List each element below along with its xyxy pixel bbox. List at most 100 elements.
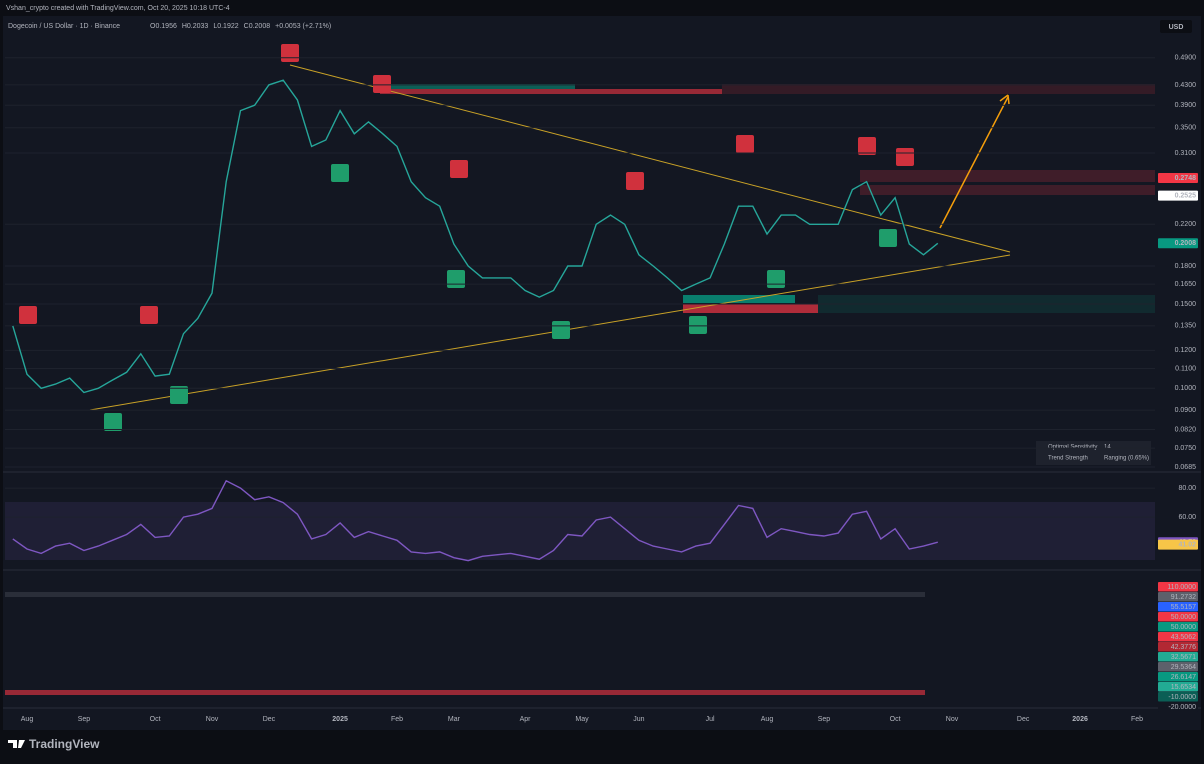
- x-tick-label: Jun: [633, 716, 644, 723]
- logo-mark: [8, 740, 25, 748]
- osc-badge-label: 26.6147: [1171, 674, 1196, 681]
- price-badge: [1158, 173, 1198, 184]
- zone: [380, 89, 722, 94]
- indicator-table: [1036, 441, 1151, 465]
- y-tick-label: 0.1500: [1175, 301, 1197, 308]
- sell-signals: [19, 44, 914, 324]
- osc-badge-label: 43.5062: [1171, 634, 1196, 641]
- y-tick-label: 0.2200: [1175, 221, 1197, 228]
- zone: [380, 84, 575, 89]
- x-tick-label: 2025: [332, 716, 348, 723]
- ohlc-value: O0.1956: [150, 23, 177, 30]
- x-tick-label: Mar: [448, 716, 461, 723]
- y-tick-label: 0.1650: [1175, 281, 1197, 288]
- price-badge: [1158, 539, 1198, 550]
- y-tick-label: 0.1800: [1175, 263, 1197, 270]
- y-tick-label: 0.1350: [1175, 323, 1197, 330]
- x-tick-label: Feb: [391, 716, 403, 723]
- x-tick-label: Aug: [761, 716, 774, 723]
- arrow-head: [999, 94, 1010, 105]
- osc-badge: [1158, 682, 1198, 692]
- osc-badge: [1158, 632, 1198, 642]
- zone: [860, 185, 1155, 195]
- osc-strip: [5, 690, 925, 695]
- y-tick-label: 0.4300: [1175, 82, 1197, 89]
- arrow: [939, 96, 1009, 229]
- table-cell: Optimal Sensitivity: [1048, 445, 1097, 451]
- osc-badge: [1158, 672, 1198, 682]
- ohlc-value: H0.2033: [182, 23, 209, 30]
- y-tick-label: 0.0820: [1175, 426, 1197, 433]
- price-badge: [1158, 238, 1198, 249]
- osc-badge-label: 50.0000: [1171, 614, 1196, 621]
- x-tick-label: Sep: [78, 716, 91, 723]
- price-badge-label: 0.2748: [1175, 175, 1197, 182]
- osc-badge: [1158, 692, 1198, 702]
- x-tick-label: May: [575, 716, 589, 723]
- y-tick-label: 0.0750: [1175, 445, 1197, 452]
- osc-badge-label: 29.5364: [1171, 664, 1196, 671]
- table-cell: Trend Strength: [1048, 456, 1088, 462]
- chart-area: [3, 16, 1201, 730]
- zone: [860, 170, 1155, 182]
- osc-strip: [5, 592, 925, 597]
- ohlc-value: +0.0053 (+2.71%): [275, 23, 331, 30]
- x-tick-label: Jul: [706, 716, 715, 723]
- y-tick-label: 0.1100: [1175, 365, 1196, 372]
- y-tick-label: 0.0900: [1175, 407, 1197, 414]
- osc-badge-label: -10.0000: [1168, 694, 1196, 701]
- trend-line: [289, 64, 1011, 253]
- zone: [722, 84, 1155, 94]
- ohlc-value: C0.2008: [244, 23, 271, 30]
- osc-badge-label: 50.0000: [1171, 624, 1196, 631]
- symbol: Dogecoin / US Dollar · 1D · Binance: [8, 23, 120, 30]
- osc-badge: [1158, 702, 1198, 712]
- x-tick-label: Oct: [890, 716, 901, 723]
- osc-badge: [1158, 602, 1198, 612]
- osc-badge: [1158, 582, 1198, 592]
- price-badge-label: 41.02: [1178, 541, 1196, 548]
- x-tick-label: Feb: [1131, 716, 1143, 723]
- y-tick-label: 80.00: [1178, 485, 1196, 492]
- series-line: [12, 79, 939, 394]
- x-tick-label: Oct: [150, 716, 161, 723]
- zone: [683, 304, 818, 313]
- x-tick-label: Aug: [21, 716, 34, 723]
- y-tick-label: 0.3900: [1175, 102, 1197, 109]
- x-tick-label: Dec: [263, 716, 276, 723]
- symbol-line: Dogecoin / US Dollar · 1D · Binance: [8, 23, 120, 30]
- x-tick-label: Dec: [1017, 716, 1030, 723]
- x-tick-label: Nov: [206, 716, 219, 723]
- ohlc-value: L0.1922: [213, 23, 238, 30]
- osc-badge-label: 15.6534: [1171, 684, 1196, 691]
- y-tick-label: 60.00: [1178, 514, 1196, 521]
- y-tick-label: 0.4900: [1175, 55, 1197, 62]
- table-cell: Ranging (0.65%): [1104, 456, 1149, 462]
- price-badge: [1158, 190, 1198, 201]
- y-tick-label: 0.0685: [1175, 464, 1197, 471]
- currency-button[interactable]: [1160, 20, 1192, 33]
- x-tick-label: Nov: [946, 716, 959, 723]
- osc-badge: [1158, 662, 1198, 672]
- author-line: Vshan_crypto created with TradingView.co…: [6, 5, 230, 12]
- zone: [683, 295, 795, 303]
- y-tick-label: 0.1200: [1175, 347, 1197, 354]
- osc-badge: [1158, 592, 1198, 602]
- osc-badge: [1158, 642, 1198, 652]
- osc-badge-label: 42.3776: [1171, 644, 1196, 651]
- x-tick-label: 2026: [1072, 716, 1088, 723]
- currency[interactable]: USD: [1169, 24, 1184, 31]
- osc-badge: [1158, 612, 1198, 622]
- osc-badge-label: 32.5671: [1171, 654, 1196, 661]
- osc-badge-label: 55.5157: [1171, 604, 1196, 611]
- osc-badge: [1158, 652, 1198, 662]
- price-badge-label: 0.2008: [1175, 240, 1197, 247]
- table-cell: 14: [1104, 445, 1111, 451]
- x-tick-label: Sep: [818, 716, 831, 723]
- price-badge-label: 0.2525: [1175, 192, 1197, 199]
- osc-badge-label: 110.0000: [1167, 584, 1196, 591]
- logo: TradingView: [29, 737, 100, 751]
- y-tick-label: 0.1000: [1175, 385, 1197, 392]
